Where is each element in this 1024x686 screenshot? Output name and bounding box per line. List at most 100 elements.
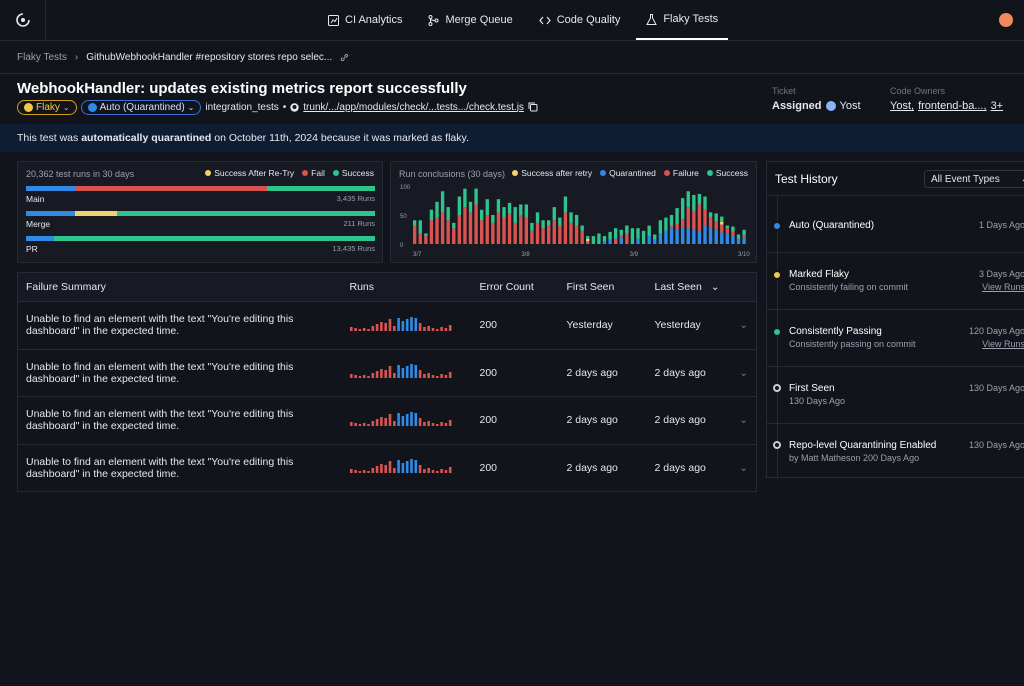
expand-row-chevron-icon[interactable]: ⌄ (739, 319, 748, 332)
event-time: 130 Days Ago (968, 383, 1024, 393)
bar-success (435, 201, 439, 218)
event-type-select[interactable]: All Event Types ⌄ (924, 170, 1024, 188)
code-owner-link[interactable]: frontend-ba..., (918, 100, 987, 112)
bar-segment-fail (74, 186, 267, 191)
run-count: 211 Runs (343, 219, 375, 228)
event-time: 3 Days Ago (978, 269, 1024, 279)
bar-success (686, 191, 690, 208)
legend-label: Success after retry (521, 168, 593, 178)
legend-label: Success (341, 168, 374, 178)
banner-bold: automatically quarantined (81, 132, 212, 144)
flaky-badge[interactable]: Flaky ⌄ (17, 99, 77, 115)
bar-failure (714, 221, 718, 230)
nav-ci-analytics[interactable]: CI Analytics (318, 0, 412, 40)
table-row[interactable]: Unable to find an element with the text … (17, 349, 757, 397)
bar-failure (614, 238, 618, 244)
view-runs-link[interactable]: View Runs (982, 339, 1024, 349)
code-owners-label: Code Owners (890, 86, 946, 96)
ticket-assignee[interactable]: Yost (839, 100, 861, 112)
col-last-seen[interactable]: Last Seen ⌄ (646, 272, 757, 302)
hollow-marker-icon (773, 441, 781, 449)
legend-item: Failure (663, 168, 699, 178)
event-subtitle: 130 Days Ago (789, 396, 846, 406)
code-owner-link[interactable]: Yost, (890, 100, 915, 112)
col-first-seen[interactable]: First Seen (558, 272, 647, 302)
nav-flaky-tests[interactable]: Flaky Tests (636, 0, 729, 40)
branch-label: PR (26, 244, 38, 254)
expand-row-chevron-icon[interactable]: ⌄ (739, 414, 748, 427)
code-owners-more[interactable]: 3+ (990, 100, 1004, 112)
bar-success (413, 220, 417, 226)
bar-success (474, 188, 478, 205)
event-title: Consistently Passing (789, 326, 882, 337)
flaky-icon (24, 102, 33, 112)
ticket-section: Ticket Assigned Yost (772, 86, 861, 112)
banner-prefix: This test was (17, 132, 82, 144)
col-runs[interactable]: Runs (341, 272, 472, 302)
sparkline-bar (414, 460, 417, 474)
expand-row-chevron-icon[interactable]: ⌄ (739, 366, 748, 379)
bar-success (597, 233, 601, 244)
sparkline-bar (422, 374, 426, 379)
sparkline-bar (426, 468, 430, 474)
bar-failure (625, 233, 629, 244)
col-failure-summary[interactable]: Failure Summary (17, 272, 342, 302)
legend-label: Fail (311, 168, 325, 178)
bar-success (519, 204, 523, 215)
bar-failure (619, 235, 623, 238)
bar-success (608, 231, 612, 240)
event-type-value: All Event Types (931, 173, 1000, 185)
first-seen: Yesterday (558, 301, 647, 350)
nav-label: Code Quality (556, 14, 621, 26)
user-avatar[interactable] (999, 13, 1013, 27)
bar-failure (502, 217, 506, 244)
view-runs-link[interactable]: View Runs (982, 282, 1024, 292)
bar-failure (675, 223, 679, 230)
bar-success (614, 228, 618, 239)
bar-success (602, 236, 607, 242)
bar-success (664, 217, 668, 231)
runs-sparkline (349, 364, 451, 379)
github-icon (290, 102, 299, 112)
link-icon[interactable] (340, 53, 349, 62)
app-logo[interactable] (0, 0, 46, 40)
sparkline-bar (388, 461, 391, 474)
sparkline-bar (401, 320, 404, 331)
copy-icon[interactable] (528, 102, 538, 112)
sparkline-bar (379, 464, 383, 474)
sparkline-bar (362, 327, 365, 331)
bar-success (524, 204, 529, 218)
sparkline-bar (431, 375, 434, 379)
failure-message: Unable to find an element with the text … (26, 455, 294, 480)
sparkline-bar (353, 327, 357, 331)
breadcrumb-root[interactable]: Flaky Tests (17, 51, 67, 63)
bar-failure (720, 224, 724, 233)
sparkline-bar (431, 470, 434, 474)
user-icon (825, 101, 836, 111)
sparkline-bar (388, 366, 391, 379)
expand-row-chevron-icon[interactable]: ⌄ (739, 461, 748, 474)
y-tick-label: 100 (400, 185, 411, 191)
chart-icon (328, 14, 339, 26)
col-error-count[interactable]: Error Count (471, 272, 559, 302)
table-row[interactable]: Unable to find an element with the text … (17, 396, 757, 445)
sparkline-bar (371, 373, 374, 379)
nav-merge-queue[interactable]: Merge Queue (418, 0, 522, 40)
sparkline-bar (349, 326, 353, 331)
nav-code-quality[interactable]: Code Quality (529, 0, 631, 40)
bar-failure (480, 220, 484, 244)
event-title: Repo-level Quarantining Enabled (789, 440, 937, 451)
test-file-path-link[interactable]: trunk/.../app/modules/check/...tests.../… (303, 101, 524, 113)
quarantine-badge[interactable]: Auto (Quarantined) ⌄ (80, 99, 202, 115)
bar-success (558, 217, 562, 226)
banner-suffix: on October 11th, 2024 because it was mar… (211, 132, 469, 144)
last-seen: 2 days ago (654, 414, 706, 427)
x-tick-label: 3/10 (738, 252, 750, 258)
bar-failure (563, 212, 568, 244)
sparkline-bar (375, 418, 378, 426)
table-row[interactable]: Unable to find an element with the text … (17, 301, 757, 350)
sparkline-bar (439, 469, 443, 474)
table-row[interactable]: Unable to find an element with the text … (17, 444, 757, 492)
run-breakdown-row: Main 3,435 Runs (26, 186, 375, 204)
bar-quarantined (686, 228, 690, 244)
